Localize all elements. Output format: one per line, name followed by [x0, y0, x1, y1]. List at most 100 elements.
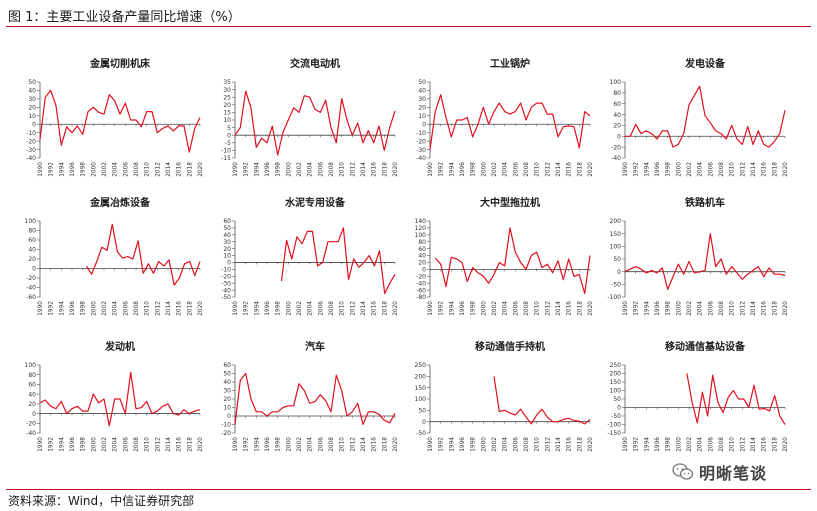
- y-tick-label: 50: [418, 408, 426, 415]
- y-tick-label: -20: [26, 275, 36, 282]
- x-tick-label: 2018: [382, 437, 388, 452]
- wechat-icon: [672, 463, 694, 480]
- x-tick-label: 2002: [687, 437, 693, 452]
- x-tick-label: 2018: [577, 162, 583, 177]
- x-tick-label: 2004: [698, 437, 704, 452]
- y-tick-label: 140: [415, 218, 427, 225]
- x-tick-label: 2002: [492, 162, 498, 177]
- x-tick-label: 2016: [762, 301, 768, 316]
- x-tick-label: 2008: [329, 301, 335, 316]
- y-tick-label: 20: [613, 123, 621, 130]
- y-tick-label: 20: [223, 246, 231, 253]
- x-tick-label: 1990: [428, 301, 434, 316]
- x-tick-label: 1992: [49, 301, 55, 316]
- x-tick-label: 1990: [428, 162, 434, 177]
- x-tick-label: 2016: [177, 162, 183, 177]
- x-tick-label: 2006: [318, 162, 324, 177]
- x-tick-label: 2020: [588, 437, 594, 452]
- series-line: [39, 89, 201, 153]
- y-tick-label: 40: [28, 247, 36, 254]
- x-tick-label: 2002: [492, 437, 498, 452]
- y-tick-label: 0: [617, 133, 621, 140]
- y-tick-label: -20: [26, 420, 36, 427]
- source-note: 资料来源：Wind，中信证券研究部: [8, 494, 195, 508]
- y-tick-label: 0: [617, 269, 621, 276]
- chart-title: 发电设备: [684, 57, 726, 70]
- x-tick-label: 2002: [102, 162, 108, 177]
- x-tick-label: 1994: [449, 162, 455, 177]
- y-tick-label: 100: [610, 388, 622, 395]
- x-tick-label: 2008: [719, 162, 725, 177]
- y-tick-label: 50: [613, 396, 621, 403]
- y-tick-label: 100: [610, 79, 622, 86]
- y-tick-label: 250: [415, 362, 427, 369]
- y-tick-label: 30: [223, 388, 231, 395]
- y-tick-label: 40: [418, 253, 426, 260]
- x-tick-label: 2004: [503, 437, 509, 452]
- x-tick-label: 1990: [233, 301, 239, 316]
- y-tick-label: 10: [223, 405, 231, 412]
- x-tick-label: 2002: [687, 301, 693, 316]
- x-tick-label: 2002: [102, 301, 108, 316]
- x-tick-label: 2012: [545, 301, 551, 316]
- y-tick-label: 250: [610, 362, 622, 369]
- y-tick-label: 30: [418, 96, 426, 103]
- y-tick-label: 30: [223, 239, 231, 246]
- x-tick-label: 2010: [145, 437, 151, 452]
- x-tick-label: 2004: [308, 437, 314, 452]
- y-tick-label: 10: [223, 117, 231, 124]
- y-tick-label: 0: [227, 132, 231, 139]
- y-tick-label: 60: [223, 362, 231, 369]
- x-tick-label: 1994: [449, 437, 455, 452]
- x-tick-label: 2008: [329, 437, 335, 452]
- x-tick-label: 2016: [177, 301, 183, 316]
- x-tick-label: 2010: [730, 437, 736, 452]
- y-tick-label: 0: [32, 266, 36, 273]
- y-tick-label: 25: [223, 94, 231, 101]
- x-tick-label: 2000: [481, 437, 487, 452]
- x-tick-label: 1994: [59, 301, 65, 316]
- series-line: [625, 85, 786, 148]
- x-tick-label: 2016: [177, 437, 183, 452]
- y-tick-label: -50: [416, 430, 426, 437]
- y-tick-label: -20: [221, 430, 231, 437]
- x-tick-label: 1994: [59, 162, 65, 177]
- y-tick-label: 10: [223, 253, 231, 260]
- chart-title: 汽车: [305, 340, 325, 353]
- series-line: [39, 371, 201, 427]
- figure-title: 图 1：主要工业设备产量同比增速（%）: [8, 10, 241, 25]
- x-tick-label: 2018: [577, 301, 583, 316]
- x-tick-label: 2002: [102, 437, 108, 452]
- y-tick-label: 200: [610, 371, 622, 378]
- x-tick-label: 1996: [265, 162, 271, 177]
- x-tick-label: 2016: [762, 437, 768, 452]
- x-tick-label: 2020: [783, 437, 789, 452]
- y-tick-label: 60: [613, 101, 621, 108]
- x-tick-label: 2000: [676, 301, 682, 316]
- x-tick-label: 2010: [730, 162, 736, 177]
- x-tick-label: 1998: [471, 162, 477, 177]
- x-tick-label: 2006: [123, 162, 129, 177]
- x-tick-label: 2012: [740, 301, 746, 316]
- x-tick-label: 2004: [113, 437, 119, 452]
- x-tick-label: 2006: [318, 437, 324, 452]
- y-tick-label: -50: [611, 282, 621, 289]
- y-tick-label: 60: [28, 382, 36, 389]
- y-tick-label: -100: [607, 422, 621, 429]
- x-tick-label: 1998: [666, 301, 672, 316]
- x-tick-label: 2004: [308, 162, 314, 177]
- y-tick-label: 80: [28, 228, 36, 235]
- x-tick-label: 2010: [145, 301, 151, 316]
- x-tick-label: 2020: [588, 162, 594, 177]
- watermark: 明晰笔谈: [672, 460, 767, 484]
- y-tick-label: 150: [415, 385, 427, 392]
- x-tick-label: 1992: [439, 437, 445, 452]
- x-tick-label: 2010: [535, 301, 541, 316]
- x-tick-label: 2010: [535, 162, 541, 177]
- y-tick-label: 0: [617, 405, 621, 412]
- x-tick-label: 1994: [449, 301, 455, 316]
